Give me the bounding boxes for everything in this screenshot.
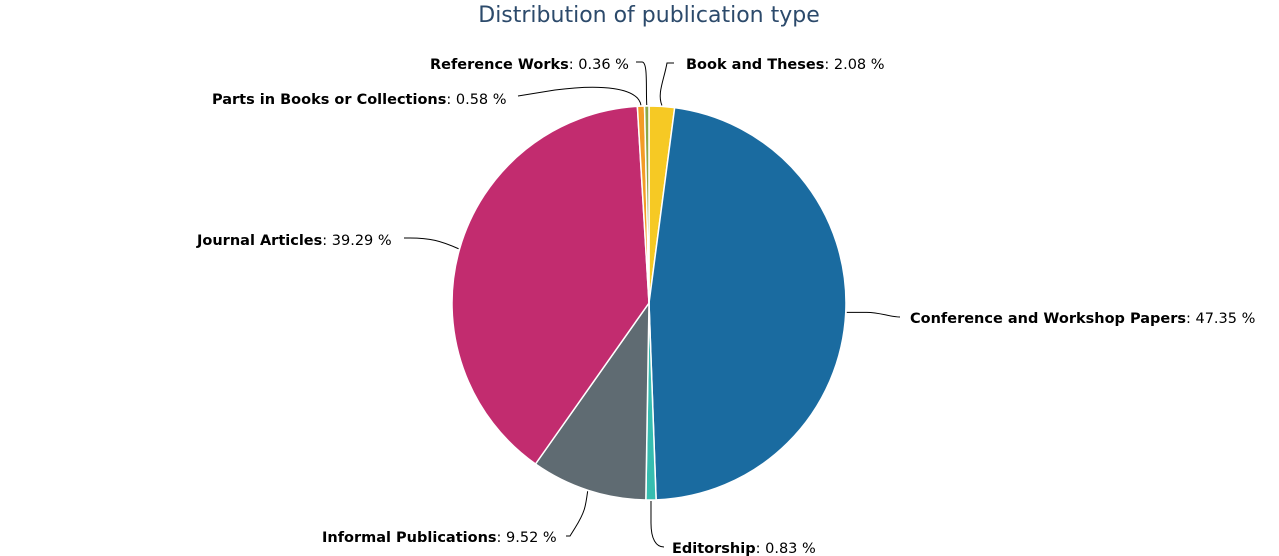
- slice-label: Journal Articles: 39.29 %: [196, 233, 392, 249]
- leader-lines: [404, 61, 901, 548]
- pie-slice-conference-and-workshop-papers[interactable]: [648, 106, 847, 501]
- slice-label-name: Conference and Workshop Papers: [910, 311, 1186, 327]
- slice-label: Informal Publications: 9.52 %: [322, 530, 557, 546]
- slice-label-value: : 2.08 %: [824, 57, 884, 73]
- slice-label-name: Informal Publications: [322, 530, 497, 546]
- leader-line: [659, 62, 674, 106]
- slice-label-name: Parts in Books or Collections: [212, 92, 446, 108]
- slice-label-name: Journal Articles: [196, 233, 322, 249]
- leader-line: [650, 500, 665, 548]
- slice-label-name: Book and Theses: [686, 57, 824, 73]
- leader-line: [517, 86, 642, 106]
- slice-label: Book and Theses: 2.08 %: [686, 57, 885, 73]
- slice-label-name: Editorship: [672, 541, 756, 556]
- chart-title: Distribution of publication type: [478, 3, 820, 28]
- slice-label-value: : 0.36 %: [569, 57, 629, 73]
- slice-label: Reference Works: 0.36 %: [430, 57, 629, 73]
- slice-label-value: : 9.52 %: [497, 530, 557, 546]
- slice-label-value: : 39.29 %: [322, 233, 391, 249]
- slice-label-value: : 0.58 %: [446, 92, 506, 108]
- pie-slice-reference-works[interactable]: [643, 105, 650, 304]
- slice-label-value: : 0.83 %: [756, 541, 816, 556]
- leader-line: [846, 311, 901, 318]
- leader-line: [636, 61, 648, 106]
- slice-label: Parts in Books or Collections: 0.58 %: [212, 92, 507, 108]
- slice-label: Editorship: 0.83 %: [672, 541, 816, 556]
- pie-slice-journal-articles[interactable]: [451, 105, 650, 466]
- leader-line: [566, 491, 589, 537]
- leader-line: [404, 237, 459, 250]
- slice-label: Conference and Workshop Papers: 47.35 %: [910, 311, 1255, 327]
- pie-slices: [451, 105, 847, 501]
- slice-label-name: Reference Works: [430, 57, 569, 73]
- slice-label-value: : 47.35 %: [1186, 311, 1255, 327]
- pie-slice-informal-publications[interactable]: [534, 300, 650, 501]
- slice-labels: Book and Theses: 2.08 % Conference and Wo…: [196, 57, 1255, 556]
